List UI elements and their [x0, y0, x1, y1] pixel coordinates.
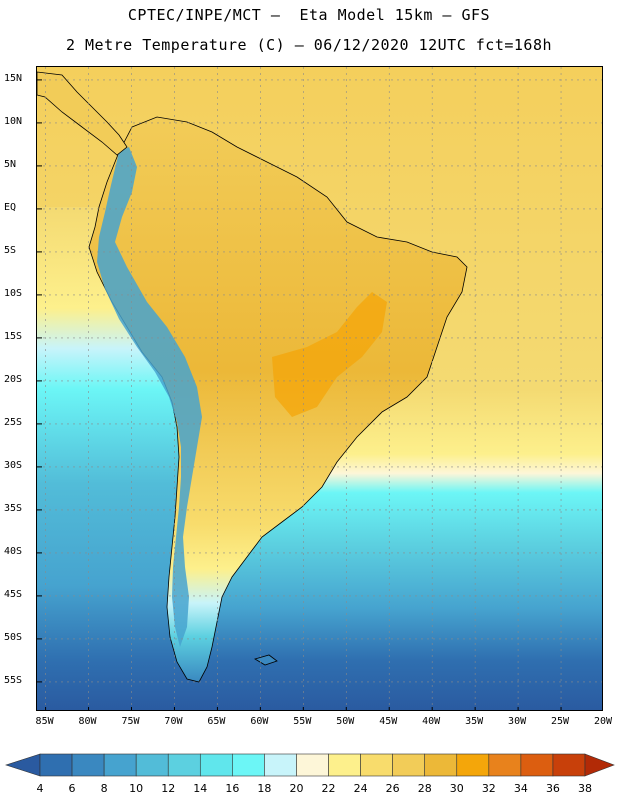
colorbar-tick-label: 36 [545, 782, 560, 795]
lon-label: 30W [508, 716, 527, 727]
lon-label: 45W [379, 716, 398, 727]
colorbar-high-arrow [584, 753, 615, 777]
colorbar-tick-label: 6 [68, 782, 76, 795]
andes-cold-strip [97, 147, 202, 647]
central-america-land [37, 71, 128, 156]
lat-label: 10N [4, 115, 23, 127]
lon-label: 20W [593, 716, 613, 727]
lat-label: EQ [4, 201, 17, 213]
colorbar-tick-label: 14 [193, 782, 208, 795]
colorbar-swatch [360, 753, 393, 777]
colorbar-tick-label: 30 [449, 782, 464, 795]
lon-label: 85W [35, 716, 54, 727]
colorbar-swatch [103, 753, 137, 777]
colorbar-swatch [135, 753, 169, 777]
lat-label: 30S [4, 459, 23, 471]
lat-label: 25S [4, 416, 23, 428]
colorbar [5, 753, 615, 777]
lon-label: 35W [465, 716, 484, 727]
lat-label: 35S [4, 502, 23, 514]
lon-label: 50W [336, 716, 355, 727]
lat-label: 5S [4, 244, 17, 256]
colorbar-tick-label: 16 [225, 782, 240, 795]
lat-label: 5N [4, 158, 17, 170]
lat-label: 15N [4, 72, 23, 84]
lon-label: 75W [121, 716, 140, 727]
colorbar-tick-label: 12 [161, 782, 176, 795]
lat-label: 40S [4, 545, 23, 557]
colorbar-swatch [392, 753, 426, 777]
colorbar-tick-label: 26 [385, 782, 400, 795]
graticule [37, 67, 602, 710]
lat-label: 55S [4, 674, 23, 686]
colorbar-swatch [520, 753, 554, 777]
lon-label: 80W [78, 716, 97, 727]
lat-label: 15S [4, 330, 23, 342]
colorbar-swatch [488, 753, 522, 777]
colorbar-swatch [264, 753, 297, 777]
lon-label: 55W [293, 716, 312, 727]
colorbar-swatch [232, 753, 265, 777]
lon-label: 70W [164, 716, 183, 727]
colorbar-swatch [424, 753, 458, 777]
lon-label: 25W [551, 716, 570, 727]
colorbar-tick-label: 4 [36, 782, 44, 795]
colorbar-swatch [328, 753, 361, 777]
colorbar-tick-label: 32 [481, 782, 496, 795]
colorbar-tick-label: 10 [129, 782, 144, 795]
lon-label: 40W [422, 716, 441, 727]
colorbar-low-arrow [5, 753, 41, 777]
lon-label: 60W [250, 716, 269, 727]
colorbar-swatch [456, 753, 490, 777]
colorbar-tick-label: 38 [578, 782, 592, 795]
lat-label: 10S [4, 287, 23, 299]
lat-label: 50S [4, 631, 23, 643]
hot-core-region [272, 292, 387, 417]
colorbar-tick-label: 28 [417, 782, 432, 795]
colorbar-tick-label: 34 [513, 782, 528, 795]
colorbar-tick-label: 20 [289, 782, 304, 795]
chart-subtitle: 2 Metre Temperature (C) – 06/12/2020 12U… [65, 36, 553, 54]
colorbar-tick-label: 18 [257, 782, 272, 795]
map-canvas [37, 67, 602, 710]
falkland-islands [254, 654, 278, 666]
colorbar-tick-label: 22 [321, 782, 336, 795]
temperature-map[interactable] [36, 66, 603, 711]
colorbar-swatch [39, 753, 73, 777]
lon-label: 65W [207, 716, 226, 727]
colorbar-tick-label: 24 [353, 782, 368, 795]
colorbar-swatch [552, 753, 586, 777]
lat-label: 20S [4, 373, 23, 385]
colorbar-swatch [167, 753, 201, 777]
colorbar-swatch [296, 753, 329, 777]
chart-title: CPTEC/INPE/MCT – Eta Model 15km – GFS [127, 6, 491, 24]
colorbar-swatch [199, 753, 233, 777]
colorbar-tick-label: 8 [100, 782, 108, 795]
colorbar-swatch [71, 753, 105, 777]
lat-label: 45S [4, 588, 23, 600]
